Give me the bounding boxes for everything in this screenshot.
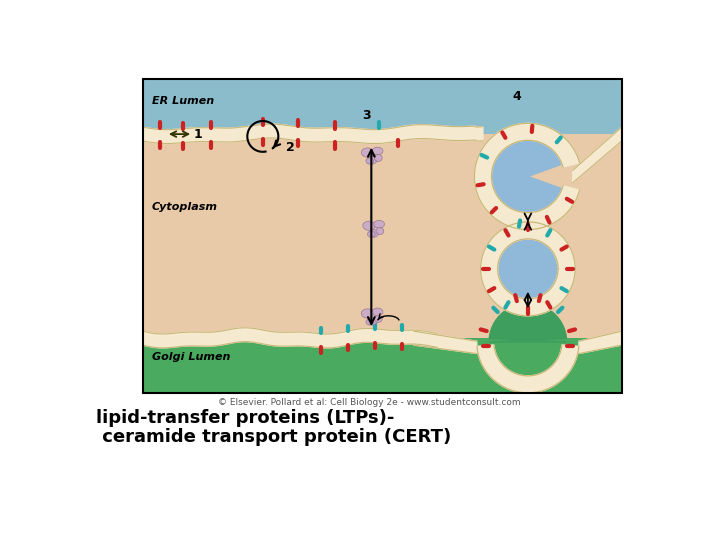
Text: Cytoplasm: Cytoplasm: [152, 202, 218, 212]
Ellipse shape: [361, 309, 374, 318]
Ellipse shape: [376, 228, 384, 234]
Ellipse shape: [366, 158, 374, 164]
Text: ER Lumen: ER Lumen: [152, 96, 214, 106]
Polygon shape: [476, 126, 483, 141]
Text: 1: 1: [193, 128, 202, 141]
Ellipse shape: [367, 157, 377, 164]
Text: 3: 3: [362, 109, 371, 122]
Polygon shape: [414, 331, 477, 354]
Polygon shape: [492, 141, 562, 212]
Ellipse shape: [363, 221, 375, 231]
Circle shape: [498, 240, 557, 298]
Bar: [143, 338, 621, 393]
Ellipse shape: [361, 148, 374, 157]
Ellipse shape: [369, 230, 378, 237]
Ellipse shape: [367, 231, 375, 237]
Polygon shape: [579, 331, 621, 354]
Ellipse shape: [367, 318, 377, 325]
Ellipse shape: [372, 308, 383, 316]
Polygon shape: [143, 124, 476, 144]
Text: 2: 2: [286, 141, 294, 154]
Bar: [143, 79, 621, 393]
Polygon shape: [481, 222, 575, 316]
Polygon shape: [573, 127, 621, 183]
Polygon shape: [143, 328, 437, 348]
Text: © Elsevier. Pollard et al: Cell Biology 2e - www.studentconsult.com: © Elsevier. Pollard et al: Cell Biology …: [217, 398, 521, 407]
Text: ceramide transport protein (CERT): ceramide transport protein (CERT): [96, 428, 451, 446]
Text: lipid-transfer proteins (LTPs)-: lipid-transfer proteins (LTPs)-: [96, 409, 395, 427]
Text: Golgi Lumen: Golgi Lumen: [152, 352, 230, 362]
Polygon shape: [474, 123, 580, 230]
Polygon shape: [489, 303, 567, 342]
Ellipse shape: [366, 319, 374, 325]
Ellipse shape: [374, 154, 382, 161]
Polygon shape: [477, 345, 579, 393]
Ellipse shape: [374, 315, 382, 322]
Ellipse shape: [374, 220, 384, 228]
Ellipse shape: [372, 147, 383, 155]
Bar: [143, 134, 621, 338]
Bar: [143, 79, 621, 134]
Text: 4: 4: [513, 90, 521, 103]
